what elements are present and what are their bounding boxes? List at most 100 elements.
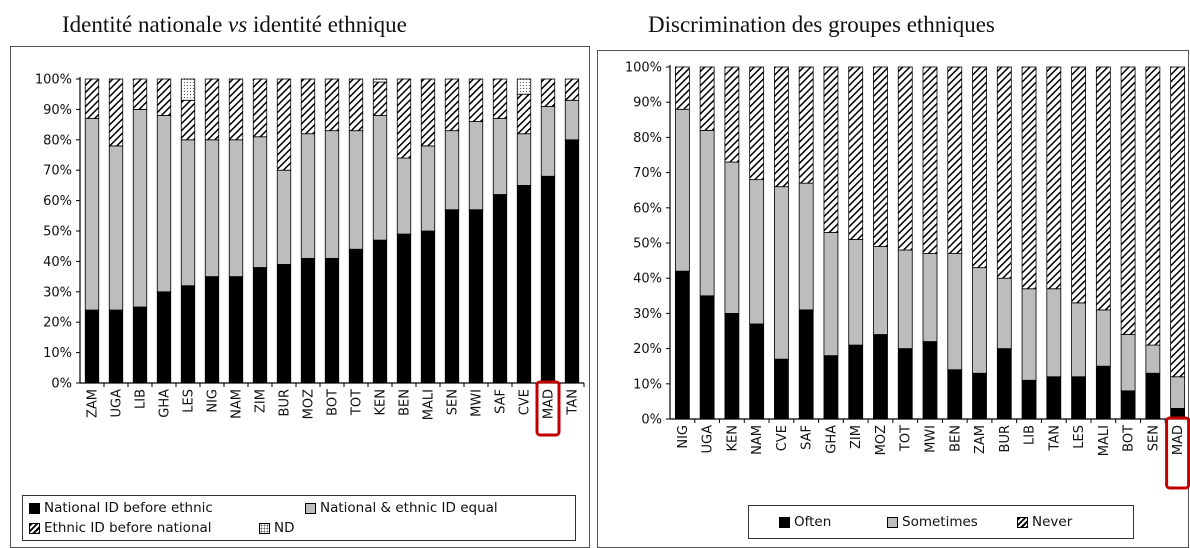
category-label-tot: TOT xyxy=(899,425,914,452)
bar-segment-mwi-gray xyxy=(468,121,484,211)
bar-segment-nig-gray xyxy=(204,139,220,278)
bar-segment-gha-black xyxy=(823,355,839,420)
bar-segment-mad-gray xyxy=(1170,376,1186,409)
category-label-mwi: MWI xyxy=(924,425,939,453)
legend-swatch-dot xyxy=(259,522,270,534)
bar-segment-nam-black xyxy=(749,323,765,420)
category-label-zim: ZIM xyxy=(254,389,269,413)
y-tick-label: 70% xyxy=(43,164,72,179)
bar-segment-nam-hatch xyxy=(228,78,244,141)
y-tick-label: 50% xyxy=(43,225,72,240)
bar-segment-zam-gray xyxy=(972,267,987,374)
bar-segment-tot-black xyxy=(348,248,364,384)
bar-segment-saf-black xyxy=(798,309,814,420)
bar-segment-mad-gray xyxy=(540,105,556,177)
highlight-box-mad xyxy=(535,380,561,437)
bar-segment-ken-hatch xyxy=(724,66,740,163)
bar-segment-mali-hatch xyxy=(420,78,436,147)
category-label-sen: SEN xyxy=(1146,425,1161,451)
bar-segment-uga-hatch xyxy=(699,66,715,131)
bar-segment-zim-black xyxy=(252,267,268,384)
bar-segment-mad-black xyxy=(540,175,556,384)
right-chart: 0% 10% 20% 30% 40% 50% 60% 70% 80% 90% 100% NIG UGA K… xyxy=(625,61,1190,490)
category-label-tot: TOT xyxy=(350,389,365,416)
category-label-uga: UGA xyxy=(110,389,125,418)
bar-segment-cve-gray xyxy=(516,133,532,186)
category-label-bur: BUR xyxy=(278,389,293,416)
left-chart-title: Identité nationale vs identité ethnique xyxy=(62,12,407,37)
bar-segment-cve-gray xyxy=(774,186,789,360)
y-tick-label: 100% xyxy=(625,61,662,76)
bar-segment-mali-hatch xyxy=(1095,66,1111,311)
bar-segment-bot-black xyxy=(1120,390,1136,420)
left-chart: 0% 10% 20% 30% 40% 50% 60% 70% 80% 90% 100% ZAM UGA L… xyxy=(35,73,585,437)
bar-segment-ken-gray xyxy=(724,161,740,314)
category-label-tan: TAN xyxy=(566,389,581,416)
y-tick-label: 40% xyxy=(43,255,72,270)
category-label-tan: TAN xyxy=(1047,425,1062,452)
legend-swatch-black xyxy=(779,516,790,528)
bar-segment-mad-hatch xyxy=(1170,66,1186,378)
bar-segment-ken-gray xyxy=(372,115,388,241)
legend-item-ethnic-before-national: Ethnic ID before national xyxy=(29,520,212,536)
bar-segment-nig-hatch xyxy=(674,66,690,110)
bar-segment-lib-black xyxy=(132,306,148,384)
bar-segment-sen-gray xyxy=(1145,344,1161,374)
category-label-nig: NIG xyxy=(206,389,221,413)
bar-segment-bot-black xyxy=(324,257,340,384)
category-label-nam: NAM xyxy=(750,425,765,455)
category-label-les: LES xyxy=(1072,425,1087,449)
bar-segment-ben-hatch xyxy=(947,66,963,254)
bar-segment-cve-dot xyxy=(516,78,532,95)
bar-segment-tot-hatch xyxy=(897,66,913,251)
legend-item-national-ethnic-equal: National & ethnic ID equal xyxy=(305,500,498,516)
bar-segment-moz-gray xyxy=(873,246,888,335)
bar-segment-mwi-black xyxy=(468,209,484,384)
legend-swatch-gray xyxy=(887,516,898,528)
bar-segment-saf-gray xyxy=(798,182,814,311)
y-tick-label: 60% xyxy=(43,194,72,209)
bar-segment-ben-gray xyxy=(396,157,412,235)
bar-segment-tan-black xyxy=(564,139,580,384)
bar-segment-zim-gray xyxy=(848,239,864,346)
bar-segment-zam-black xyxy=(84,309,100,384)
bar-segment-uga-black xyxy=(108,309,124,384)
category-label-zam: ZAM xyxy=(973,425,988,454)
category-label-nam: NAM xyxy=(230,389,245,419)
bar-segment-saf-black xyxy=(492,194,508,384)
bar-segment-cve-hatch xyxy=(516,93,532,135)
bar-segment-tan-hatch xyxy=(564,78,580,101)
bar-segment-bur-black xyxy=(276,264,292,384)
category-label-ken: KEN xyxy=(725,425,740,451)
bar-segment-les-black xyxy=(1071,376,1086,420)
bar-segment-cve-black xyxy=(516,184,532,384)
bar-segment-ben-gray xyxy=(947,253,963,371)
category-label-gha: GHA xyxy=(824,425,839,454)
category-label-mwi: MWI xyxy=(470,389,485,417)
highlight-box-mad xyxy=(1165,416,1190,490)
bar-segment-mali-black xyxy=(420,230,436,384)
legend-swatch-gray xyxy=(305,502,316,514)
bar-segment-ben-black xyxy=(947,369,963,420)
category-label-les: LES xyxy=(182,389,197,413)
bar-segment-mad-hatch xyxy=(540,78,556,107)
bar-segment-les-black xyxy=(180,285,196,384)
y-tick-label: 70% xyxy=(633,166,662,181)
bar-segment-nig-gray xyxy=(674,108,690,272)
category-label-bot: BOT xyxy=(1122,425,1137,452)
y-tick-label: 20% xyxy=(43,316,72,331)
bar-segment-mali-gray xyxy=(420,145,436,232)
bar-segment-bur-black xyxy=(996,348,1012,420)
category-label-lib: LIB xyxy=(1023,425,1038,445)
legend-item-never: Never xyxy=(1017,514,1072,530)
category-label-saf: SAF xyxy=(800,425,815,450)
bar-segment-cve-hatch xyxy=(774,66,789,188)
legend-swatch-hatch xyxy=(1017,516,1028,528)
y-tick-label: 90% xyxy=(43,103,72,118)
bar-segment-gha-black xyxy=(156,291,172,384)
category-label-lib: LIB xyxy=(134,389,149,409)
category-label-zam: ZAM xyxy=(86,389,101,418)
category-label-ben: BEN xyxy=(398,389,413,416)
bar-segment-lib-hatch xyxy=(132,78,148,110)
